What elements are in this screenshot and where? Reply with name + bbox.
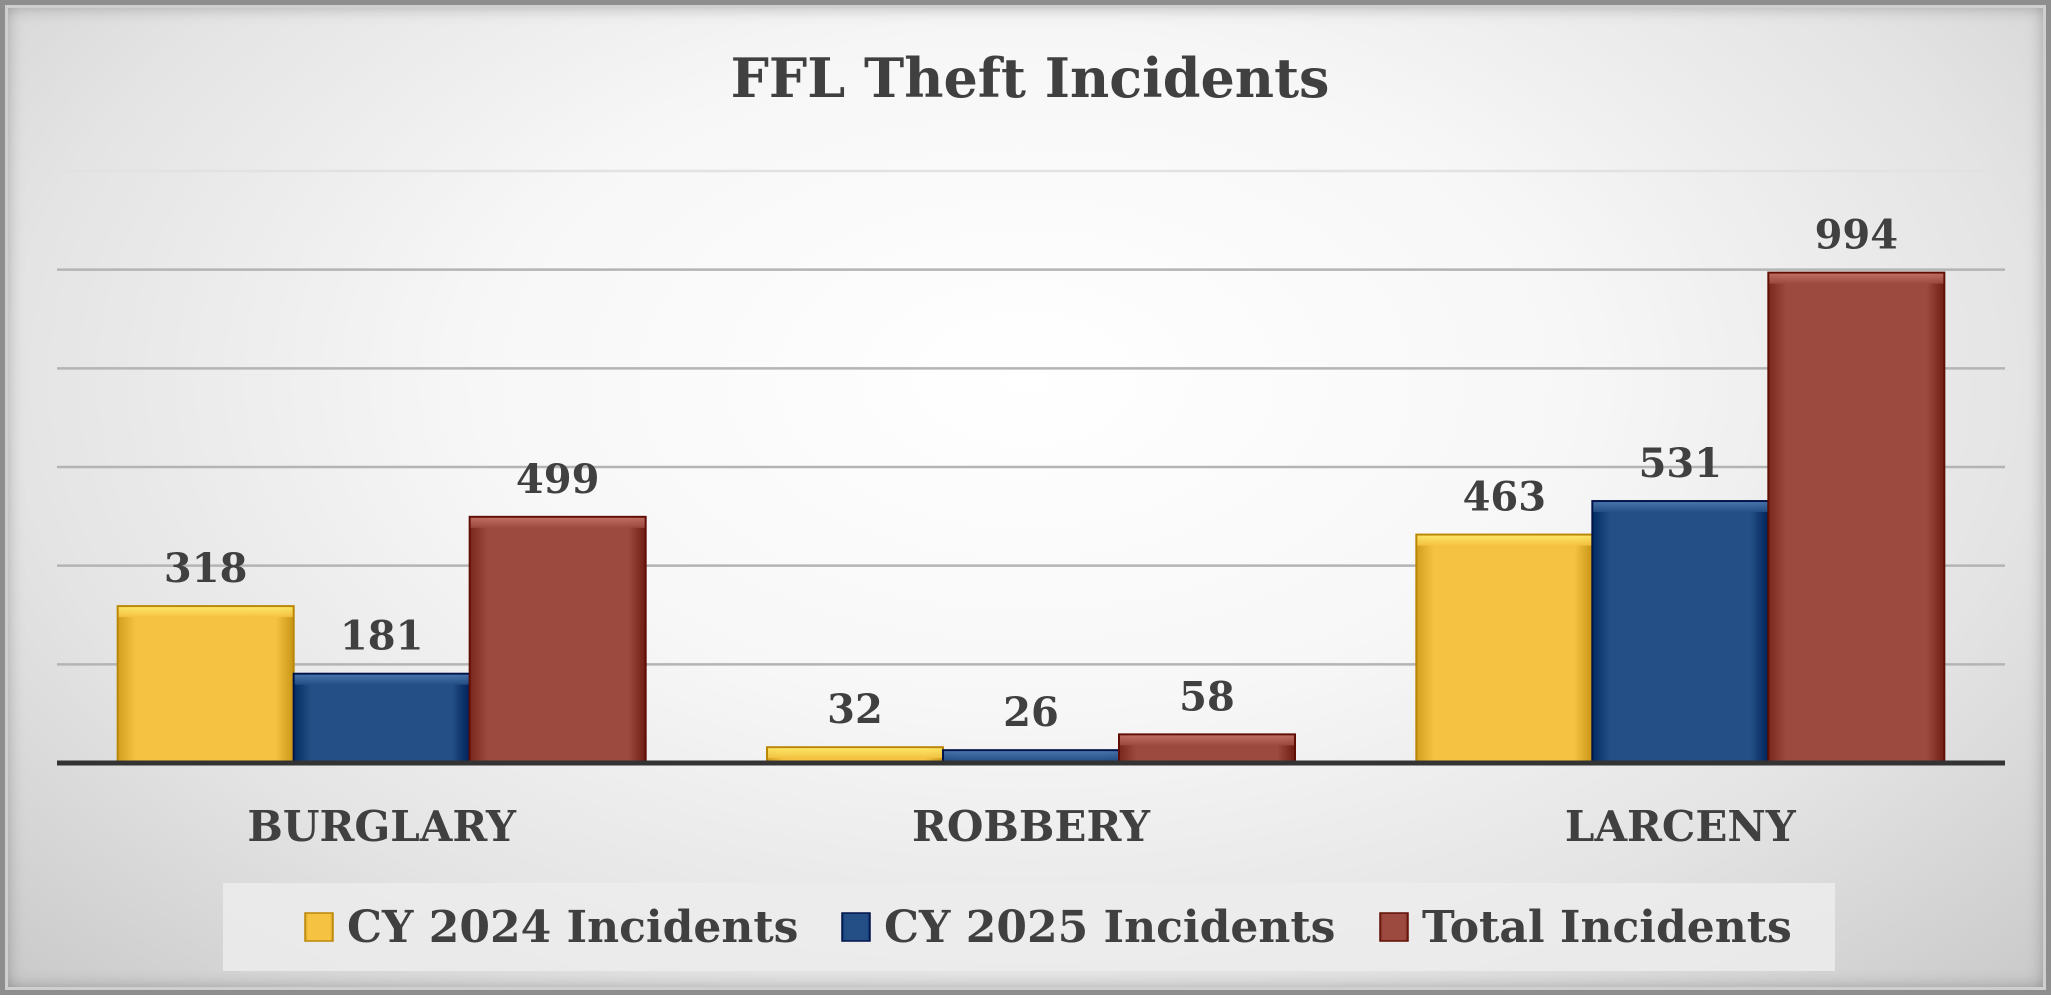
- legend-swatch-total-incidents: [1379, 912, 1409, 942]
- data-label-robbery-cy-2024-incidents: 32: [827, 686, 883, 733]
- bar-bevel: [1593, 502, 1768, 513]
- data-labels: 318 181 499 32 26 58 463 531 994: [164, 212, 1898, 737]
- data-label-larceny-cy-2024-incidents: 463: [1463, 474, 1547, 521]
- bar-bevel: [768, 748, 942, 759]
- bar-bevel: [944, 751, 1118, 762]
- bar-bevel: [118, 607, 293, 618]
- bar-chart: FFL Theft Incidents 318 181 499 32 26 58 463 53…: [57, 46, 2005, 971]
- data-label-burglary-cy-2024-incidents: 318: [164, 545, 248, 592]
- legend-swatch-cy-2024-incidents: [304, 912, 334, 942]
- data-label-robbery-total-incidents: 58: [1179, 673, 1235, 720]
- bar-burglary-cy-2024-incidents: [116, 605, 295, 764]
- legend: CY 2024 Incidents CY 2025 Incidents Total …: [223, 883, 1835, 971]
- data-label-burglary-cy-2025-incidents: 181: [340, 613, 424, 660]
- bar-burglary-total-incidents: [468, 515, 647, 764]
- legend-label-cy-2025-incidents: CY 2025 Incidents: [884, 902, 1335, 953]
- bar-larceny-total-incidents: [1767, 271, 1946, 764]
- bar-bevel: [1769, 273, 1944, 284]
- bar-bevel: [1120, 735, 1294, 746]
- category-label-larceny: LARCENY: [1565, 802, 1797, 851]
- data-label-robbery-cy-2025-incidents: 26: [1003, 689, 1059, 736]
- bar-larceny-cy-2024-incidents: [1415, 533, 1594, 764]
- category-label-burglary: BURGLARY: [247, 802, 517, 851]
- data-label-larceny-total-incidents: 994: [1815, 212, 1899, 259]
- bar-bevel: [470, 517, 645, 528]
- legend-background: [223, 883, 1835, 971]
- category-label-robbery: ROBBERY: [912, 802, 1151, 851]
- legend-label-cy-2024-incidents: CY 2024 Incidents: [347, 902, 798, 953]
- chart-title: FFL Theft Incidents: [731, 46, 1330, 110]
- bar-larceny-cy-2025-incidents: [1591, 500, 1770, 764]
- bar-burglary-cy-2025-incidents: [292, 672, 471, 764]
- bar-bevel: [294, 674, 469, 685]
- legend-label-total-incidents: Total Incidents: [1422, 902, 1792, 953]
- bar-bevel: [1417, 535, 1592, 546]
- data-label-burglary-total-incidents: 499: [516, 456, 600, 503]
- data-label-larceny-cy-2025-incidents: 531: [1639, 440, 1723, 487]
- category-labels: BURGLARY ROBBERY LARCENY: [247, 802, 1796, 851]
- legend-swatch-cy-2025-incidents: [841, 912, 871, 942]
